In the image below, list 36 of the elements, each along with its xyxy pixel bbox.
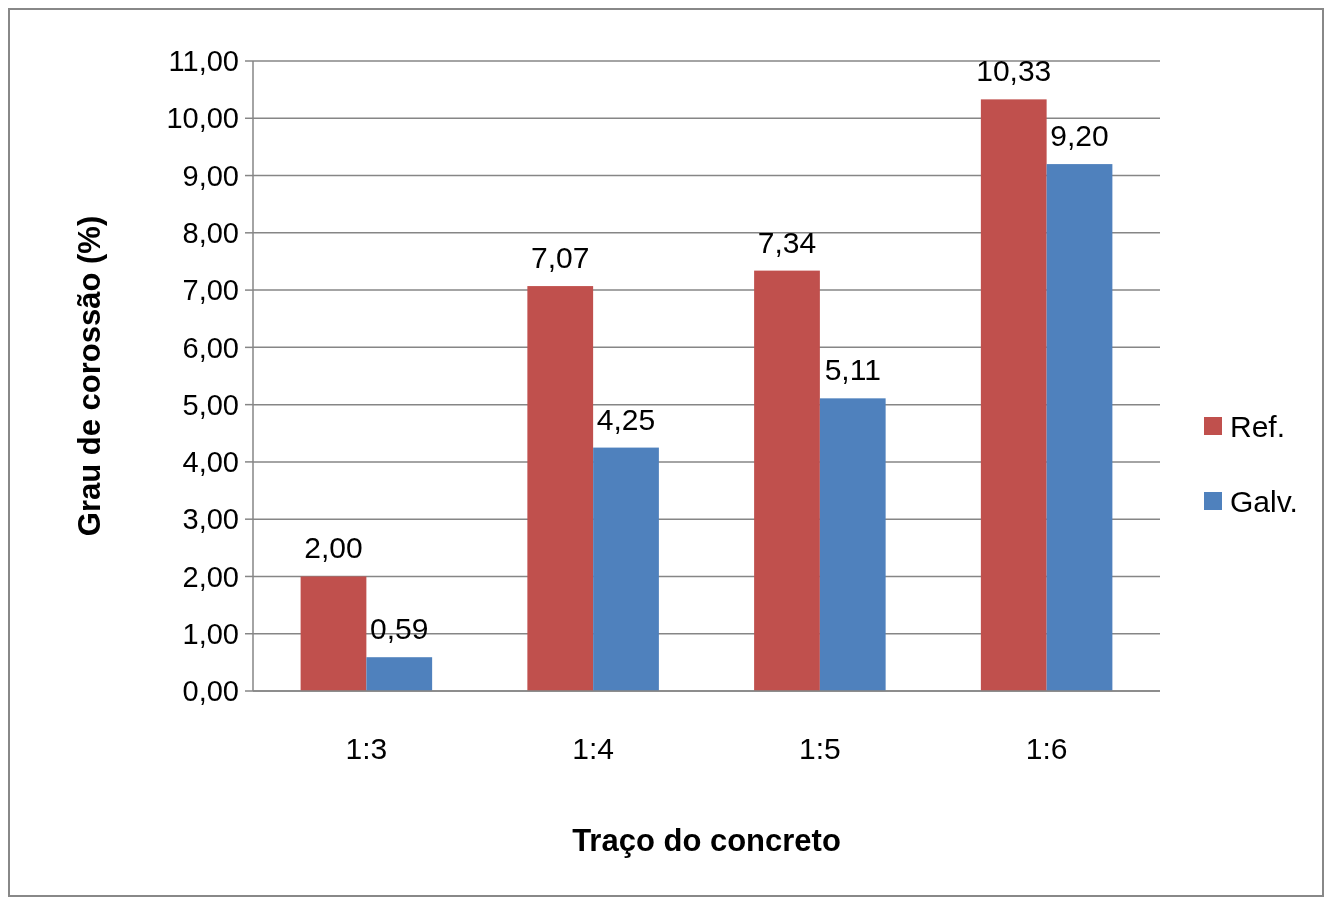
data-label: 7,07 bbox=[531, 241, 590, 275]
y-tick-label: 6,00 bbox=[182, 331, 239, 364]
legend-label: Ref. bbox=[1230, 409, 1286, 443]
y-tick-label: 4,00 bbox=[182, 446, 239, 479]
y-tick-label: 8,00 bbox=[182, 216, 239, 249]
data-label: 4,25 bbox=[596, 402, 656, 436]
y-tick-label: 3,00 bbox=[182, 503, 239, 536]
legend-label: Galv. bbox=[1230, 484, 1298, 518]
bar bbox=[980, 99, 1047, 691]
y-tick-label: 2,00 bbox=[182, 560, 239, 593]
y-tick-label: 1,00 bbox=[182, 617, 239, 650]
bar bbox=[1046, 164, 1113, 691]
y-tick-label: 9,00 bbox=[182, 159, 239, 192]
data-label: 9,20 bbox=[1050, 119, 1109, 153]
x-tick-label: 1:4 bbox=[572, 732, 614, 765]
data-label: 5,11 bbox=[824, 353, 881, 387]
x-tick-label: 1:5 bbox=[799, 732, 841, 765]
bar bbox=[593, 447, 659, 691]
y-tick-label: 7,00 bbox=[182, 274, 239, 307]
x-tick-label: 1:6 bbox=[1025, 732, 1068, 765]
data-label: 7,34 bbox=[757, 225, 817, 259]
y-tick-label: 10,00 bbox=[166, 102, 239, 135]
bar bbox=[754, 270, 820, 691]
y-tick-label: 5,00 bbox=[182, 388, 239, 421]
bar bbox=[300, 576, 367, 691]
bar bbox=[366, 657, 433, 691]
x-tick-label: 1:3 bbox=[345, 732, 388, 765]
data-label: 2,00 bbox=[304, 531, 363, 565]
x-axis-title: Traço do concreto bbox=[572, 823, 841, 858]
bar bbox=[819, 398, 886, 691]
bar bbox=[527, 286, 594, 691]
data-label: 0,59 bbox=[370, 612, 429, 646]
data-label: 10,33 bbox=[976, 54, 1052, 88]
y-tick-label: 11,00 bbox=[168, 45, 239, 78]
y-axis-title: Grau de corossão (%) bbox=[72, 215, 107, 537]
y-tick-label: 0,00 bbox=[182, 675, 239, 708]
